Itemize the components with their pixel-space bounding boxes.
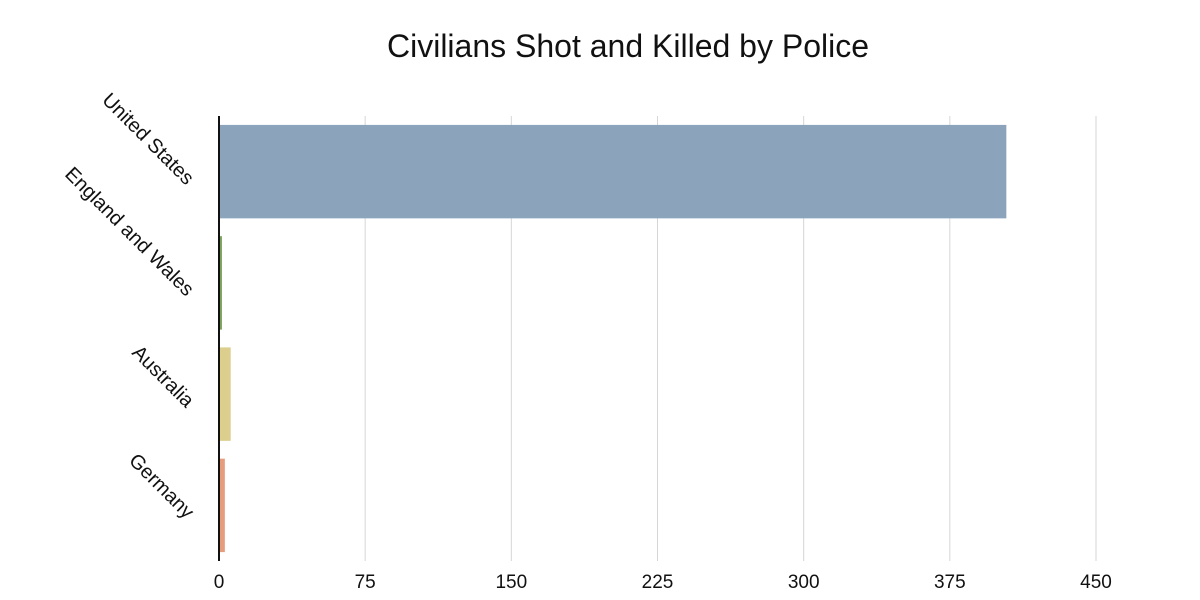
x-tick-label: 450 xyxy=(1080,572,1112,593)
category-label: Germany xyxy=(124,450,198,524)
bar-germany xyxy=(219,458,225,553)
x-tick-label: 150 xyxy=(495,572,527,593)
chart-title: Civilians Shot and Killed by Police xyxy=(387,28,869,64)
x-tick-label: 225 xyxy=(642,572,674,593)
category-label: Australia xyxy=(127,341,198,412)
x-tick-label: 0 xyxy=(214,572,225,593)
bars xyxy=(219,124,1007,553)
x-tick-label: 300 xyxy=(788,572,820,593)
bar-united-states xyxy=(219,124,1007,219)
x-tick-label: 75 xyxy=(355,572,376,593)
bar-australia xyxy=(219,347,231,441)
x-tick-labels: 0 75 150 225 300 375 450 xyxy=(214,572,1112,593)
x-tick-label: 375 xyxy=(934,572,966,593)
bar-england-and-wales xyxy=(219,236,222,330)
category-label: United States xyxy=(98,89,198,189)
